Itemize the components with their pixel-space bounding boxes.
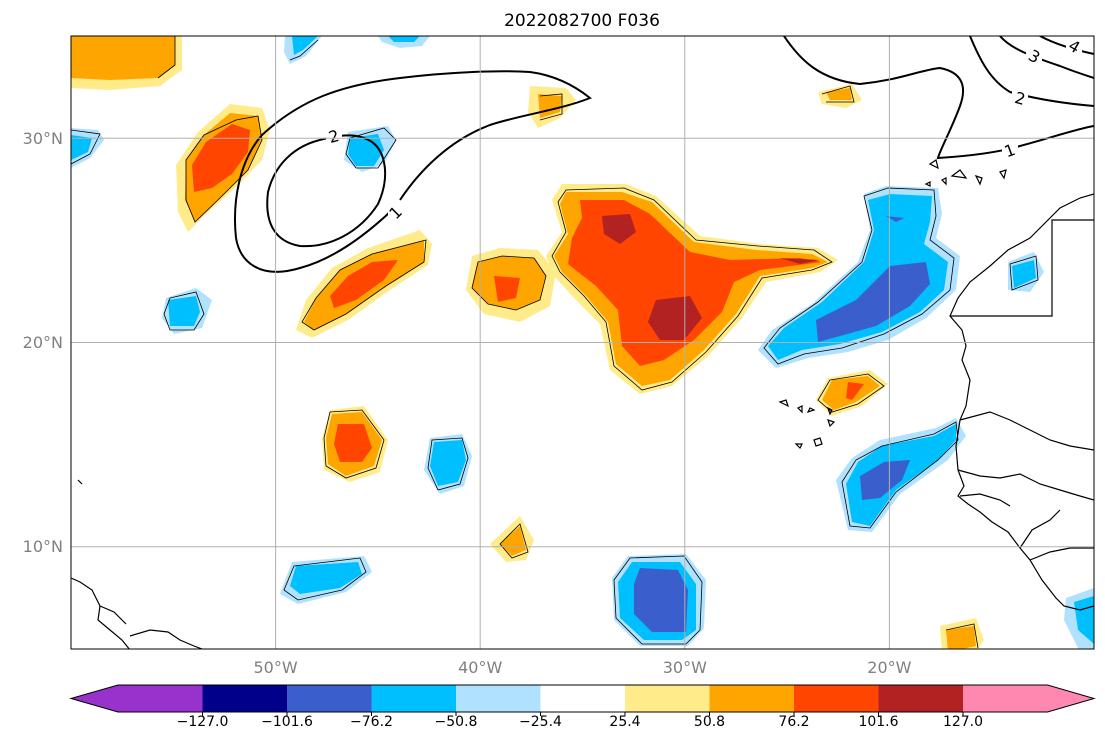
- lon-label-30w: 30°W: [663, 658, 707, 677]
- lat-label-10n: 10°N: [23, 537, 63, 556]
- border-west-africa-4: [1029, 547, 1094, 561]
- colorbar-tick-labels: −127.0 −101.6 −76.2 −50.8 −25.4 25.4 50.…: [177, 714, 983, 730]
- colorbar-label-5: −25.4: [519, 714, 562, 730]
- gridlines: [71, 36, 1094, 649]
- negative-anomaly-top-1: [284, 36, 322, 64]
- coastline-south-america: [71, 577, 130, 649]
- colorbar: [69, 684, 1096, 716]
- colorbar-outline: [69, 684, 1096, 713]
- colorbar-label-3: −76.2: [350, 714, 393, 730]
- positive-anomaly-46w-23n: [296, 230, 432, 338]
- lon-label-40w: 40°W: [458, 658, 502, 677]
- positive-anomaly-46w-15n: [322, 406, 388, 482]
- contour-line-2-east: [969, 36, 1094, 107]
- colorbar-label-6: 25.4: [609, 714, 640, 730]
- negative-anomaly-30w-7n: [612, 554, 706, 646]
- colorbar-label-1: −127.0: [177, 714, 229, 730]
- positive-anomaly-nw-corner: [71, 36, 182, 90]
- positive-anomaly-39w-22n: [466, 248, 556, 322]
- border-west-africa-2: [957, 469, 1094, 501]
- contour-line-2-west: [266, 134, 387, 248]
- colorbar-swatch: [625, 685, 710, 712]
- colorbar-label-9: 101.6: [858, 714, 898, 730]
- positive-anomaly-central-atlantic: [546, 184, 838, 394]
- coastline-africa-inland-border: [950, 219, 1094, 317]
- lat-tick-labels: 10°N 20°N 30°N: [23, 129, 63, 556]
- contour-line-3-east: [999, 36, 1094, 79]
- colorbar-swatch: [963, 685, 1048, 712]
- map-title: 2022082700 F036: [504, 11, 660, 31]
- colorbar-swatch: [456, 685, 541, 712]
- border-south-america: [99, 605, 127, 625]
- positive-anomaly-17w-6n: [940, 618, 984, 649]
- positive-anomaly-52w-28n: [176, 104, 270, 232]
- negative-anomaly-41w-14n: [424, 434, 472, 494]
- map-frame: [70, 35, 1095, 650]
- island-small-west: [77, 479, 83, 485]
- lon-label-20w: 20°W: [867, 658, 911, 677]
- border-west-africa-3: [959, 493, 1011, 507]
- negative-anomaly-20w-22n: [758, 186, 960, 368]
- contour-line-1-west: [234, 70, 592, 273]
- colorbar-label-8: 76.2: [778, 714, 809, 730]
- colorbar-swatch: [202, 685, 288, 712]
- contour-labels: 2 1 1 2 3 4: [326, 36, 1083, 223]
- lat-label-20n: 20°N: [23, 333, 63, 352]
- border-west-africa-5: [1019, 509, 1061, 549]
- colorbar-extend-high: [1047, 685, 1094, 712]
- colorbar-label-4: −50.8: [435, 714, 478, 730]
- cape-verde-islands: [778, 399, 836, 450]
- colorbar-swatch: [371, 685, 457, 712]
- lon-label-50w: 50°W: [254, 658, 298, 677]
- map-panel: 2 1 1 2 3 4: [71, 36, 1094, 649]
- contour-label-2-east: 2: [1013, 88, 1028, 109]
- thin-outline-contours: [71, 36, 1039, 649]
- contour-label-2-west: 2: [326, 126, 341, 147]
- coastlines: [71, 159, 1094, 649]
- colorbar-swatch: [540, 685, 626, 712]
- canary-islands: [924, 159, 1007, 187]
- colorbar-swatch: [118, 685, 203, 712]
- negative-anomaly-50w-22n: [162, 288, 212, 334]
- colorbar-swatch: [709, 685, 795, 712]
- colorbar-swatch: [287, 685, 372, 712]
- negative-anomaly-top-2: [378, 36, 430, 48]
- positive-anomaly-38w-10n: [490, 516, 534, 562]
- colorbar-label-7: 50.8: [694, 714, 725, 730]
- negative-anomaly-47w-8n: [280, 556, 372, 604]
- colorbar-label-2: −101.6: [261, 714, 313, 730]
- colorbar-extend-low: [71, 685, 118, 712]
- colorbar-label-10: 127.0: [943, 714, 983, 730]
- negative-anomaly-20w-12n: [836, 418, 966, 532]
- colorbar-swatch: [794, 685, 879, 712]
- contour-line-1-east: [783, 36, 1094, 160]
- colorbar-swatch: [878, 685, 964, 712]
- lon-tick-labels: 50°W 40°W 30°W 20°W: [254, 658, 912, 677]
- border-west-africa-1: [959, 411, 1094, 451]
- shaded-anomaly-field: [71, 36, 1094, 649]
- thick-contours: [234, 36, 1094, 273]
- contour-line-4-east: [1039, 36, 1094, 55]
- positive-anomaly-23w-17n: [816, 370, 888, 416]
- lat-label-30n: 30°N: [23, 129, 63, 148]
- coastline-south-america-2: [129, 629, 204, 649]
